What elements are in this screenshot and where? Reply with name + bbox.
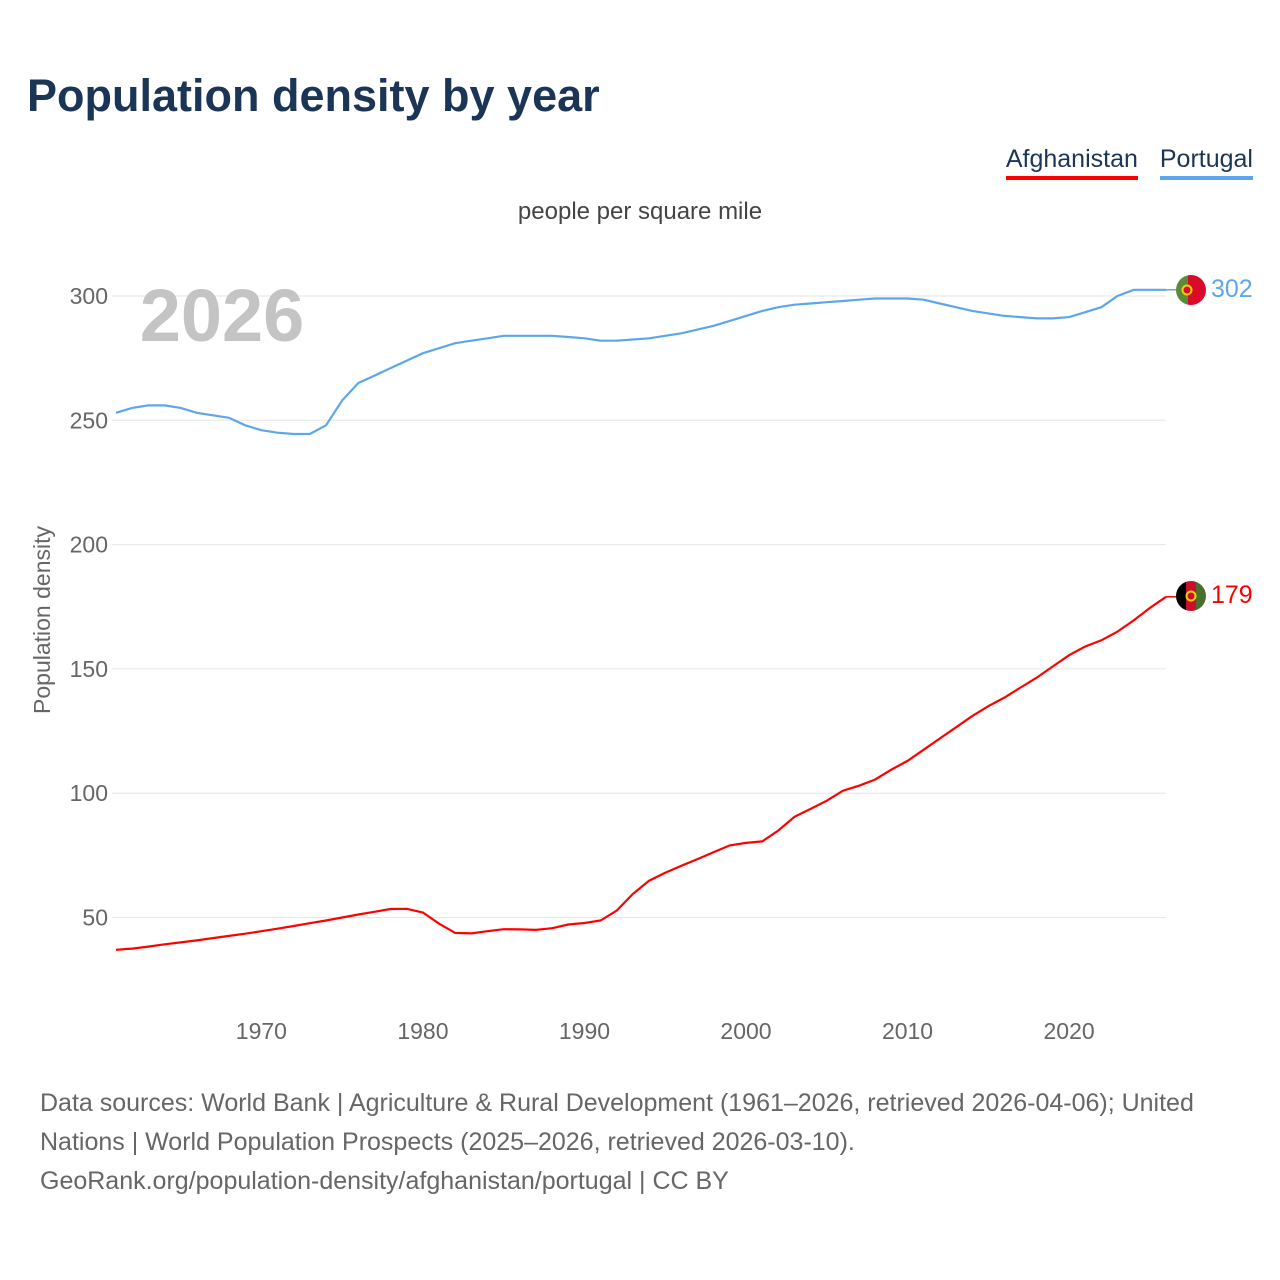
source-link[interactable]: GeoRank.org/population-density/afghanist… xyxy=(40,1167,729,1195)
x-tick-label: 1990 xyxy=(559,1018,610,1044)
data-sources: Data sources: World Bank | Agriculture &… xyxy=(40,1089,1194,1156)
legend-item-portugal[interactable]: Portugal xyxy=(1159,145,1253,180)
footer: Data sources: World Bank | Agriculture &… xyxy=(40,1084,1250,1201)
portugal-end-label: 302 xyxy=(1211,275,1253,303)
x-tick-label: 2000 xyxy=(720,1018,771,1044)
series-line-portugal xyxy=(115,288,1166,436)
x-tick-label: 1970 xyxy=(236,1018,287,1044)
y-tick-label: 250 xyxy=(70,407,108,433)
legend: Afghanistan Portugal xyxy=(1005,145,1253,180)
y-axis-label: Population density xyxy=(29,526,55,714)
x-tick-label: 2010 xyxy=(882,1018,933,1044)
year-watermark: 2026 xyxy=(140,274,305,357)
chart-subtitle: people per square mile xyxy=(517,198,763,225)
x-tick-label: 2020 xyxy=(1043,1018,1094,1044)
x-tick-label: 1980 xyxy=(397,1018,448,1044)
y-tick-label: 50 xyxy=(82,905,108,931)
afghanistan-flag-icon xyxy=(1176,581,1206,611)
portugal-flag-icon xyxy=(1176,275,1206,305)
y-tick-label: 200 xyxy=(70,532,108,558)
legend-item-afghanistan[interactable]: Afghanistan xyxy=(1005,145,1138,180)
y-tick-label: 300 xyxy=(70,283,108,309)
series-line-afghanistan xyxy=(115,595,1167,951)
chart-title: Population density by year xyxy=(27,70,600,121)
y-tick-label: 150 xyxy=(70,656,108,682)
afghanistan-end-label: 179 xyxy=(1211,581,1253,609)
y-tick-label: 100 xyxy=(70,780,108,806)
